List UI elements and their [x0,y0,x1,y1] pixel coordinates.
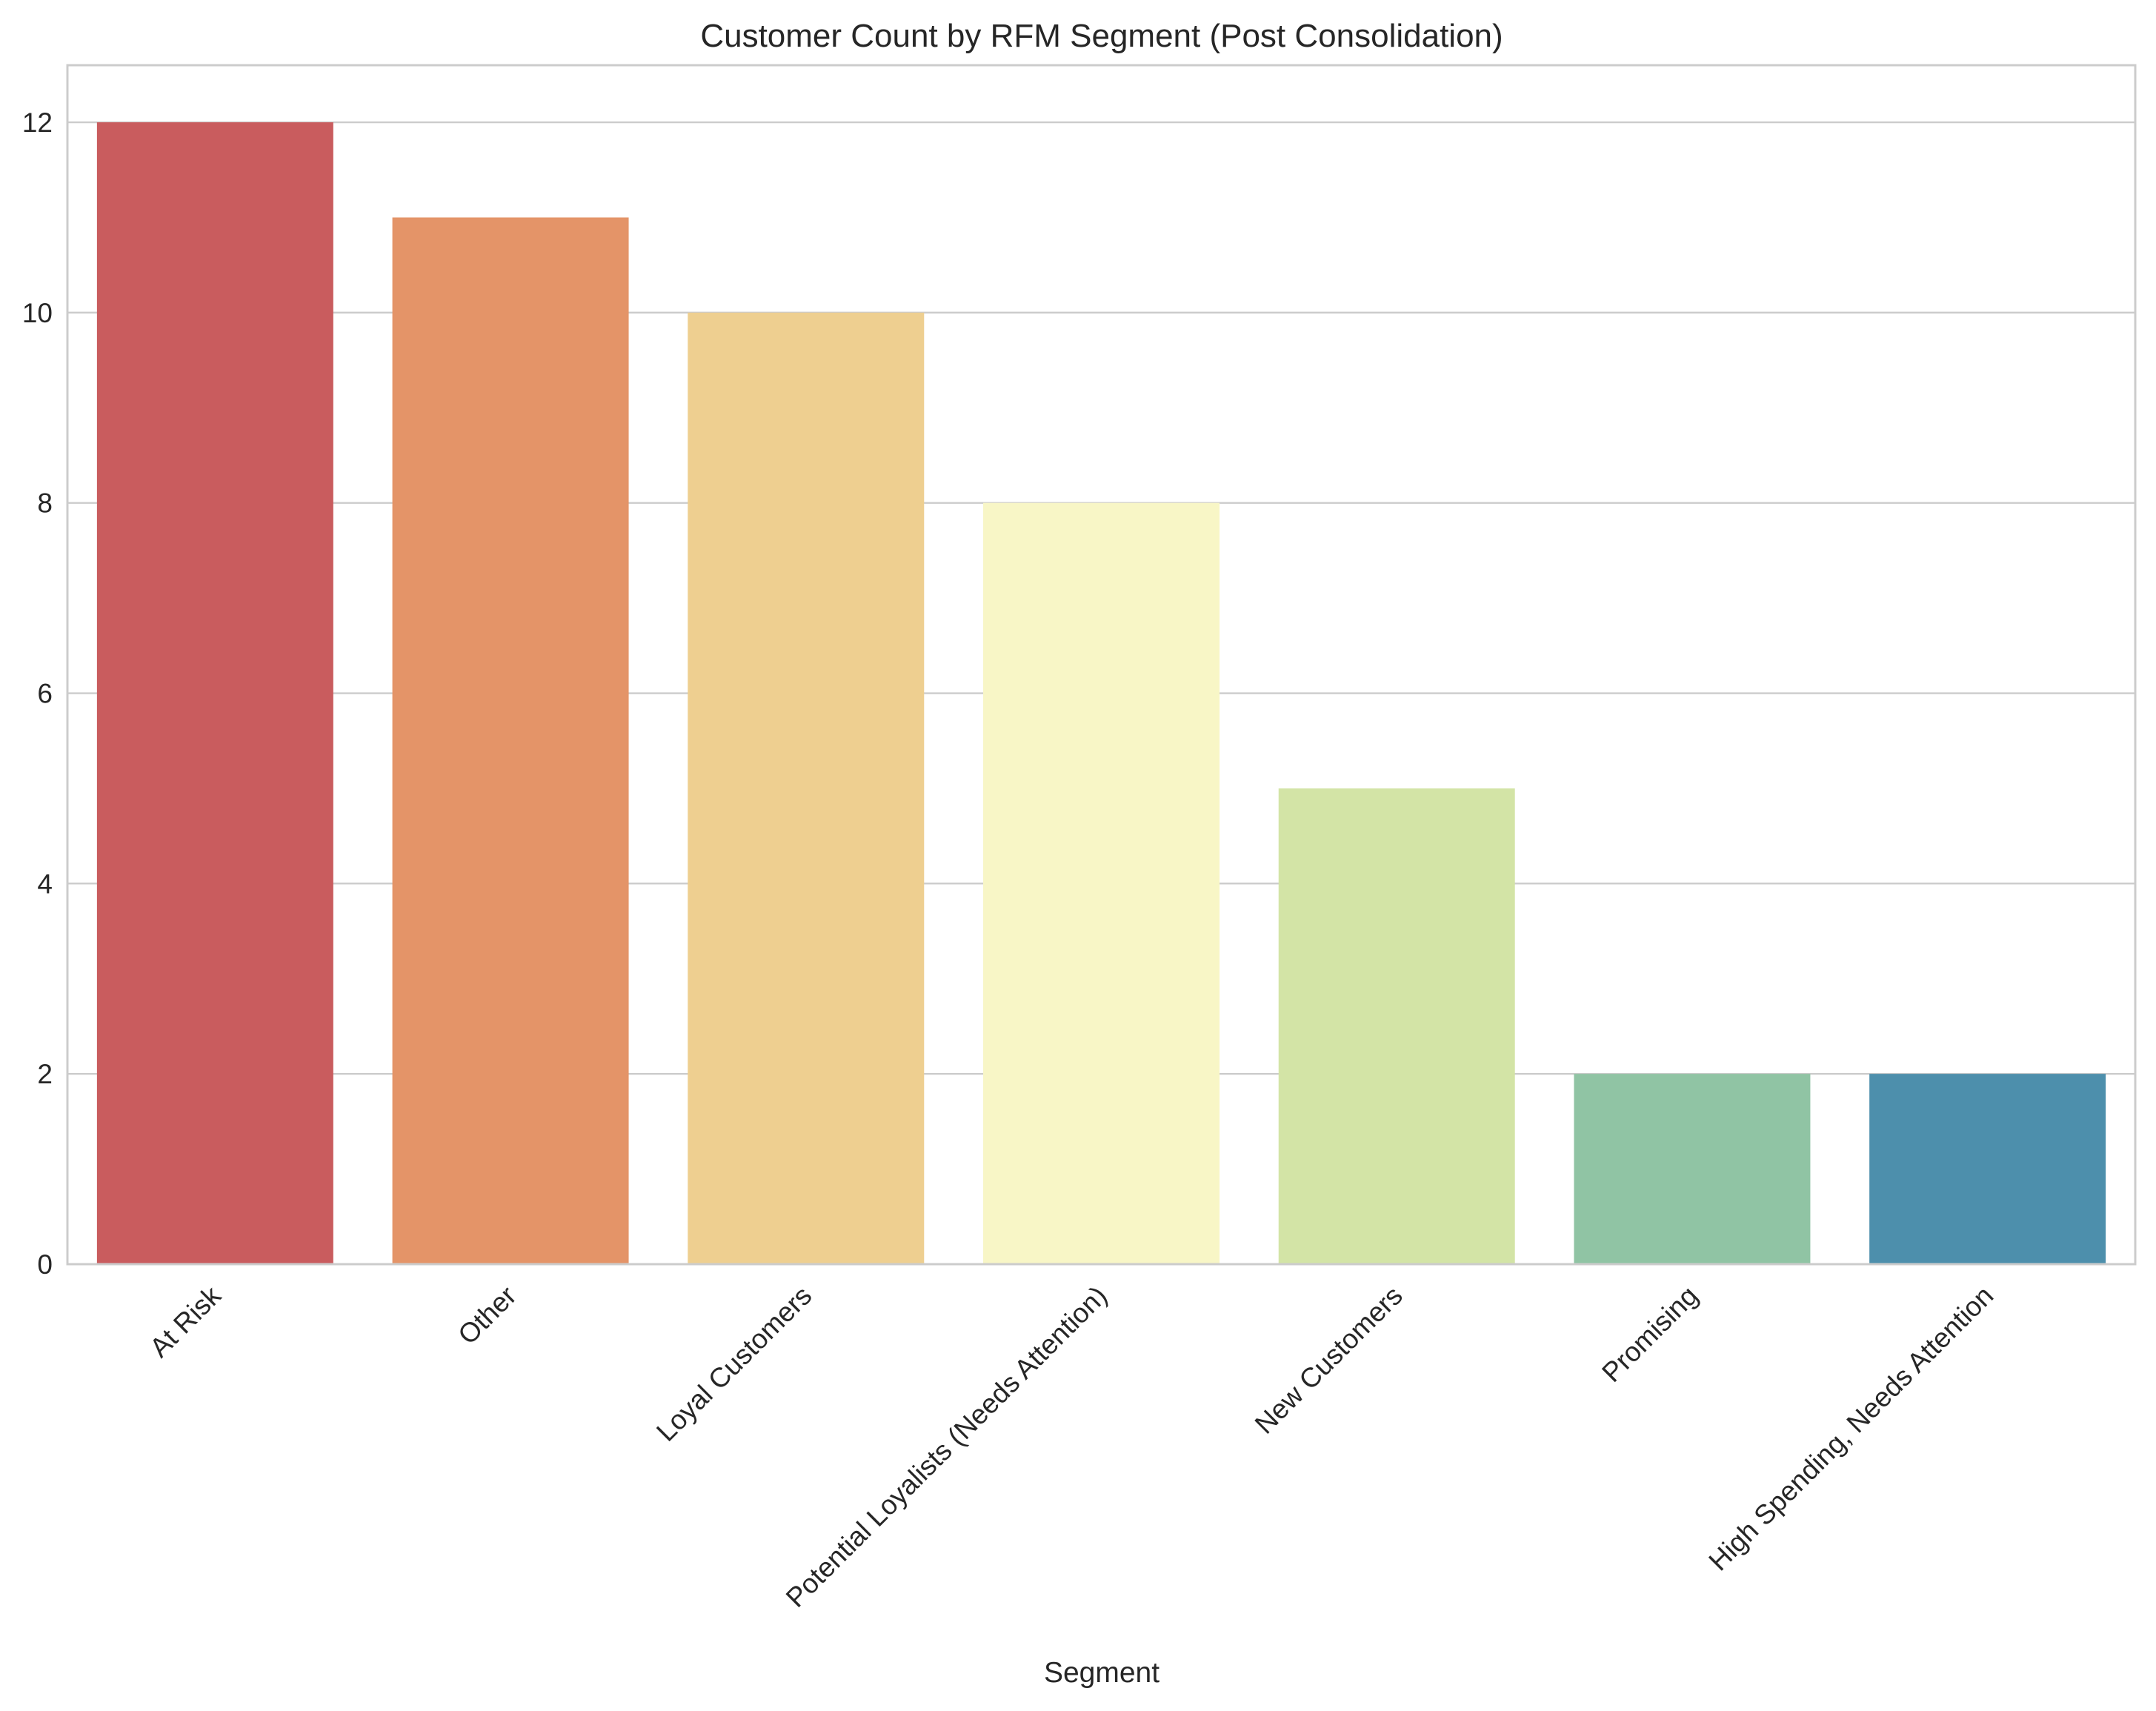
x-axis-label: Segment [1044,1657,1159,1689]
bar-potential-loyalists-needs-attention [983,502,1220,1264]
chart-title: Customer Count by RFM Segment (Post Cons… [700,18,1503,54]
bar-new-customers [1278,788,1515,1264]
y-tick-label: 4 [37,868,53,899]
y-axis-ticks: 0 2 4 6 8 10 12 [22,107,53,1280]
plot-area-frame [66,64,2137,1266]
bar-promising [1574,1074,1811,1264]
y-tick-label: 6 [37,679,53,709]
y-tick-label: 8 [37,488,53,519]
y-tick-label: 12 [22,107,53,138]
bar-other [392,217,629,1264]
bar-high-spending-needs-attention [1869,1074,2106,1264]
bar-loyal-customers [688,312,925,1264]
bar-at-risk [96,122,333,1265]
bars [96,122,2106,1265]
y-tick-label: 0 [37,1249,53,1280]
y-tick-label: 2 [37,1059,53,1089]
y-tick-label: 10 [22,298,53,328]
